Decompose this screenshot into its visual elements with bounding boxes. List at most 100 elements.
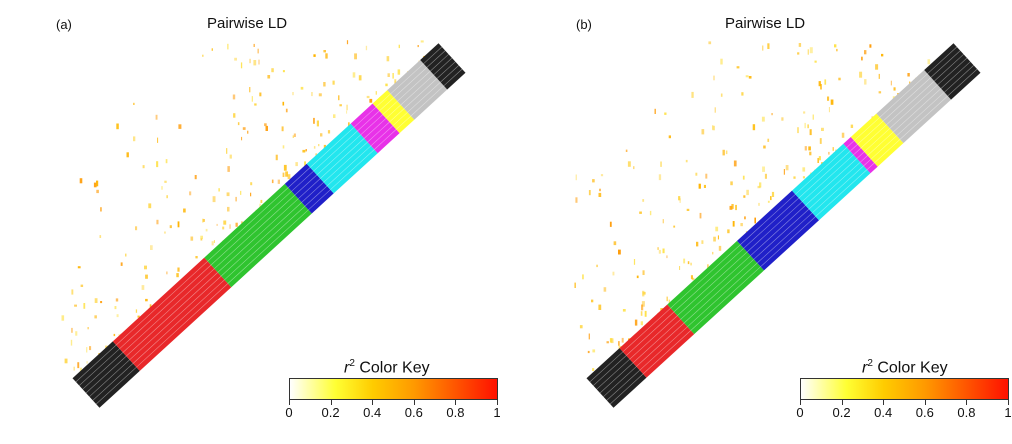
- diagonal-block-6: [350, 103, 400, 154]
- ld-cell: [148, 203, 152, 209]
- ld-cell: [783, 169, 785, 175]
- ld-cell: [267, 75, 271, 79]
- ld-cell: [234, 57, 237, 61]
- ld-cell: [841, 132, 845, 138]
- marker-line: [893, 88, 942, 133]
- ld-cell: [315, 153, 317, 157]
- ld-cell: [758, 202, 760, 206]
- diagonal-block-2: [619, 304, 695, 378]
- ld-cell: [99, 235, 102, 238]
- marker-line: [750, 205, 806, 256]
- marker-line: [374, 129, 397, 150]
- ld-cell: [881, 53, 884, 57]
- ld-cell: [592, 179, 595, 183]
- color-key-exp: 2: [349, 358, 355, 369]
- marker-line: [944, 65, 974, 93]
- marker-line: [927, 46, 958, 74]
- ld-cell: [164, 180, 167, 183]
- ld-cell: [767, 200, 770, 203]
- ld-cell: [346, 104, 348, 111]
- marker-line: [390, 63, 424, 95]
- ld-cell: [668, 135, 671, 139]
- ld-cell: [807, 49, 809, 55]
- marker-line: [756, 212, 813, 264]
- ld-cell: [830, 99, 834, 105]
- marker-line: [316, 134, 362, 176]
- ld-cell: [114, 306, 117, 310]
- marker-line: [629, 315, 678, 360]
- ld-cell: [828, 107, 830, 113]
- ld-cell: [666, 296, 668, 302]
- ld-cell: [352, 72, 356, 78]
- ld-cell: [113, 333, 116, 337]
- color-key-tick-label: 0.6: [404, 405, 423, 420]
- ld-cell: [325, 53, 328, 59]
- ld-cell: [741, 92, 744, 96]
- marker-line: [207, 187, 289, 262]
- ld-cell: [770, 196, 772, 201]
- ld-cell: [271, 68, 274, 73]
- ld-cell: [265, 125, 268, 131]
- diagonal-block-9: [924, 43, 981, 100]
- ld-cell: [679, 198, 681, 203]
- ld-cell: [771, 113, 773, 116]
- marker-line: [603, 366, 637, 397]
- ld-cell: [797, 52, 800, 55]
- marker-line: [687, 262, 758, 327]
- ld-speckles: [61, 40, 428, 373]
- marker-line: [683, 259, 755, 324]
- marker-line: [599, 362, 634, 394]
- ld-cell: [640, 311, 643, 316]
- marker-line: [866, 162, 875, 170]
- ld-cell: [678, 196, 681, 201]
- marker-line: [593, 355, 627, 386]
- marker-line: [214, 194, 296, 269]
- ld-cell: [587, 350, 590, 354]
- ld-cell: [200, 235, 203, 239]
- ld-cell: [156, 161, 159, 168]
- ld-cell: [320, 133, 323, 137]
- ld-cell: [798, 43, 802, 47]
- ld-cell: [258, 59, 260, 65]
- ld-cell: [809, 47, 813, 54]
- marker-line: [382, 100, 398, 115]
- ld-cell: [820, 84, 822, 90]
- color-key-tick: [924, 400, 926, 405]
- ld-cell: [733, 160, 737, 167]
- ld-cell: [305, 149, 307, 152]
- marker-line: [304, 185, 328, 207]
- ld-cell: [699, 212, 702, 219]
- ld-cell: [598, 192, 602, 197]
- ld-cell: [732, 221, 735, 227]
- marker-line: [78, 348, 120, 386]
- diagonal-block-3: [204, 183, 312, 288]
- ld-heatmap: [61, 40, 466, 408]
- marker-line: [393, 67, 428, 98]
- marker-line: [126, 272, 219, 357]
- ld-cell: [718, 245, 722, 251]
- ld-cell: [720, 58, 723, 65]
- ld-cell: [611, 338, 614, 344]
- marker-line: [690, 266, 761, 331]
- ld-cell: [250, 182, 253, 186]
- marker-line: [934, 54, 964, 82]
- ld-cell: [818, 156, 821, 161]
- ld-cell: [216, 223, 218, 226]
- ld-cell: [592, 368, 595, 371]
- marker-line: [626, 311, 675, 356]
- ld-cell: [241, 221, 243, 224]
- ld-cell: [713, 236, 716, 242]
- ld-cell: [190, 236, 194, 241]
- ld-cell: [642, 291, 646, 295]
- ld-cell: [285, 108, 288, 113]
- ld-cell: [202, 54, 204, 57]
- ld-cell: [712, 251, 714, 255]
- marker-line: [119, 264, 212, 350]
- marker-line: [224, 205, 306, 281]
- marker-line: [443, 68, 463, 87]
- color-key-axis: 0 0.2 0.4 0.6 0.8 1: [285, 400, 501, 426]
- ld-cell: [332, 80, 335, 85]
- color-key-tick-label: 1: [1004, 405, 1012, 420]
- ld-cell: [250, 192, 252, 197]
- ld-cell: [641, 301, 645, 307]
